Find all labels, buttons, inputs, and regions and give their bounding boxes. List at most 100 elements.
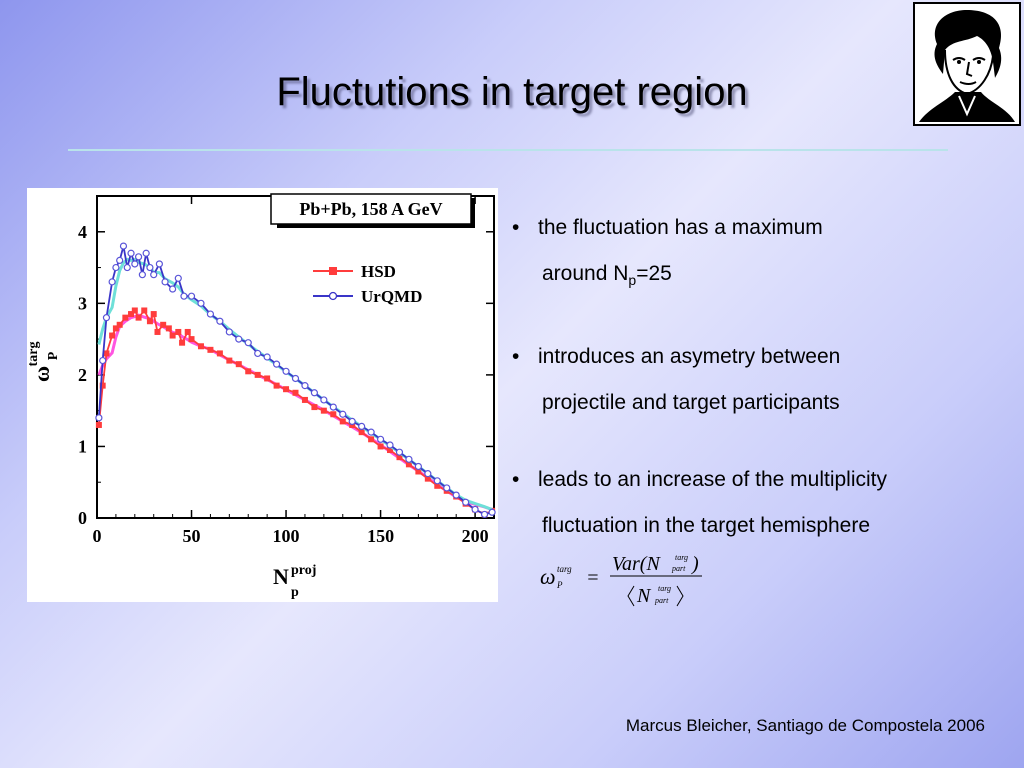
formula-numerator: Var(N bbox=[612, 553, 661, 575]
formula-den-sub: part bbox=[654, 596, 669, 605]
data-point-hsd bbox=[434, 482, 441, 489]
data-point-urqmd bbox=[480, 510, 489, 519]
data-point-urqmd bbox=[174, 274, 182, 282]
data-point-urqmd bbox=[320, 396, 328, 404]
data-point-urqmd bbox=[102, 314, 111, 322]
data-point-urqmd bbox=[452, 491, 460, 499]
bullet-item: • the fluctuation has a maximum around Np… bbox=[512, 205, 1012, 303]
data-point-urqmd bbox=[123, 263, 131, 272]
data-point-hsd bbox=[95, 421, 102, 428]
data-point-hsd bbox=[150, 311, 157, 318]
data-point-urqmd bbox=[180, 292, 188, 300]
data-point-hsd bbox=[396, 454, 403, 461]
data-point-hsd bbox=[175, 328, 182, 335]
bullet-text-part: around N bbox=[542, 262, 629, 285]
data-point-urqmd bbox=[150, 271, 158, 279]
data-point-urqmd bbox=[462, 498, 470, 506]
data-point-hsd bbox=[197, 343, 204, 350]
data-point-hsd bbox=[311, 404, 318, 411]
bullet-glyph: • bbox=[512, 216, 520, 239]
legend-label-hsd: HSD bbox=[361, 262, 396, 281]
bullet-text: leads to an increase of the multiplicity bbox=[538, 468, 888, 492]
data-point-urqmd bbox=[395, 448, 404, 456]
data-point-hsd bbox=[184, 328, 191, 335]
formula-num-sup: targ bbox=[675, 553, 688, 562]
data-point-urqmd bbox=[206, 310, 215, 318]
data-point-hsd bbox=[320, 407, 327, 414]
data-point-urqmd bbox=[99, 356, 107, 365]
data-point-hsd bbox=[368, 436, 375, 443]
data-point-urqmd bbox=[161, 278, 169, 286]
y-tick-label: 4 bbox=[78, 222, 87, 242]
formula-num-close: ) bbox=[691, 553, 699, 575]
plot-frame bbox=[96, 195, 495, 519]
page-title: Fluctutions in target region bbox=[276, 70, 748, 114]
chart-title: Pb+Pb, 158 A GeV bbox=[299, 199, 442, 219]
angle-bracket-right bbox=[676, 585, 684, 607]
data-point-hsd bbox=[141, 307, 148, 314]
data-point-urqmd bbox=[301, 382, 309, 390]
chart-title-shadow-side bbox=[471, 198, 475, 228]
series-line-hsd bbox=[97, 308, 493, 516]
data-point-hsd bbox=[273, 382, 280, 389]
data-point-urqmd bbox=[108, 278, 116, 286]
formula-denominator: N bbox=[636, 585, 652, 607]
bullet-text-continued: projectile and target participants bbox=[542, 391, 840, 415]
data-point-hsd bbox=[330, 411, 337, 418]
data-point-hsd bbox=[188, 336, 195, 343]
bullet-text-part: =25 bbox=[636, 262, 672, 285]
data-point-hsd bbox=[135, 314, 142, 321]
formula-den-sup: targ bbox=[658, 584, 671, 593]
data-point-hsd bbox=[128, 311, 135, 318]
data-point-hsd bbox=[377, 443, 384, 450]
data-point-hsd bbox=[415, 468, 422, 475]
legend-label-urqmd: UrQMD bbox=[361, 287, 422, 306]
x-tick-label: 200 bbox=[462, 526, 489, 546]
data-point-hsd bbox=[131, 307, 138, 314]
data-point-urqmd bbox=[471, 505, 479, 514]
data-point-urqmd bbox=[169, 285, 177, 293]
data-point-urqmd bbox=[254, 349, 262, 358]
formula-num-sub: part bbox=[671, 564, 686, 573]
data-point-urqmd bbox=[119, 242, 128, 250]
data-point-hsd bbox=[235, 361, 242, 368]
y-tick-label: 1 bbox=[78, 436, 87, 456]
data-point-hsd bbox=[146, 318, 153, 325]
data-point-urqmd bbox=[488, 508, 496, 516]
y-tick-label: 3 bbox=[78, 293, 87, 313]
data-point-urqmd bbox=[310, 389, 319, 397]
data-point-hsd bbox=[112, 325, 119, 332]
data-point-urqmd bbox=[146, 263, 154, 272]
data-point-hsd bbox=[405, 461, 412, 468]
bullet-subscript: p bbox=[628, 272, 637, 289]
data-point-urqmd bbox=[134, 253, 143, 261]
fit-curve-urqmd bbox=[97, 257, 493, 511]
data-point-urqmd bbox=[95, 414, 103, 422]
y-tick-label: 2 bbox=[78, 365, 87, 385]
portrait-logo-icon bbox=[913, 2, 1021, 126]
data-point-urqmd bbox=[433, 477, 441, 485]
data-point-hsd bbox=[292, 389, 299, 396]
legend-marker-hsd bbox=[329, 267, 337, 275]
angle-bracket-left bbox=[627, 585, 635, 607]
fit-curve-hsd bbox=[97, 313, 493, 512]
fluctuation-chart: 0 50 100 150 200 0 1 2 3 4 Pb+Pb, 158 A GeV HSD U… bbox=[26, 193, 496, 600]
data-point-urqmd bbox=[386, 441, 394, 449]
data-point-hsd bbox=[358, 429, 365, 436]
svg-text:P: P bbox=[46, 351, 61, 360]
svg-text:ω: ω bbox=[29, 366, 54, 382]
x-tick-label: 100 bbox=[273, 526, 300, 546]
data-point-urqmd bbox=[263, 353, 271, 361]
data-point-urqmd bbox=[272, 360, 281, 368]
footer-credit: Marcus Bleicher, Santiago de Compostela … bbox=[625, 716, 985, 735]
data-point-hsd bbox=[154, 328, 161, 335]
y-axis-label: ω bbox=[29, 366, 54, 382]
data-point-hsd bbox=[103, 350, 110, 357]
formula-omega: ω bbox=[540, 564, 556, 589]
x-axis-label-sub: p bbox=[291, 585, 299, 600]
bullet-list: • the fluctuation has a maximum around Np… bbox=[512, 205, 1012, 580]
data-point-urqmd bbox=[414, 462, 422, 471]
chart-title-box bbox=[270, 193, 472, 225]
x-tick-label: 50 bbox=[183, 526, 201, 546]
data-point-urqmd bbox=[112, 263, 120, 272]
